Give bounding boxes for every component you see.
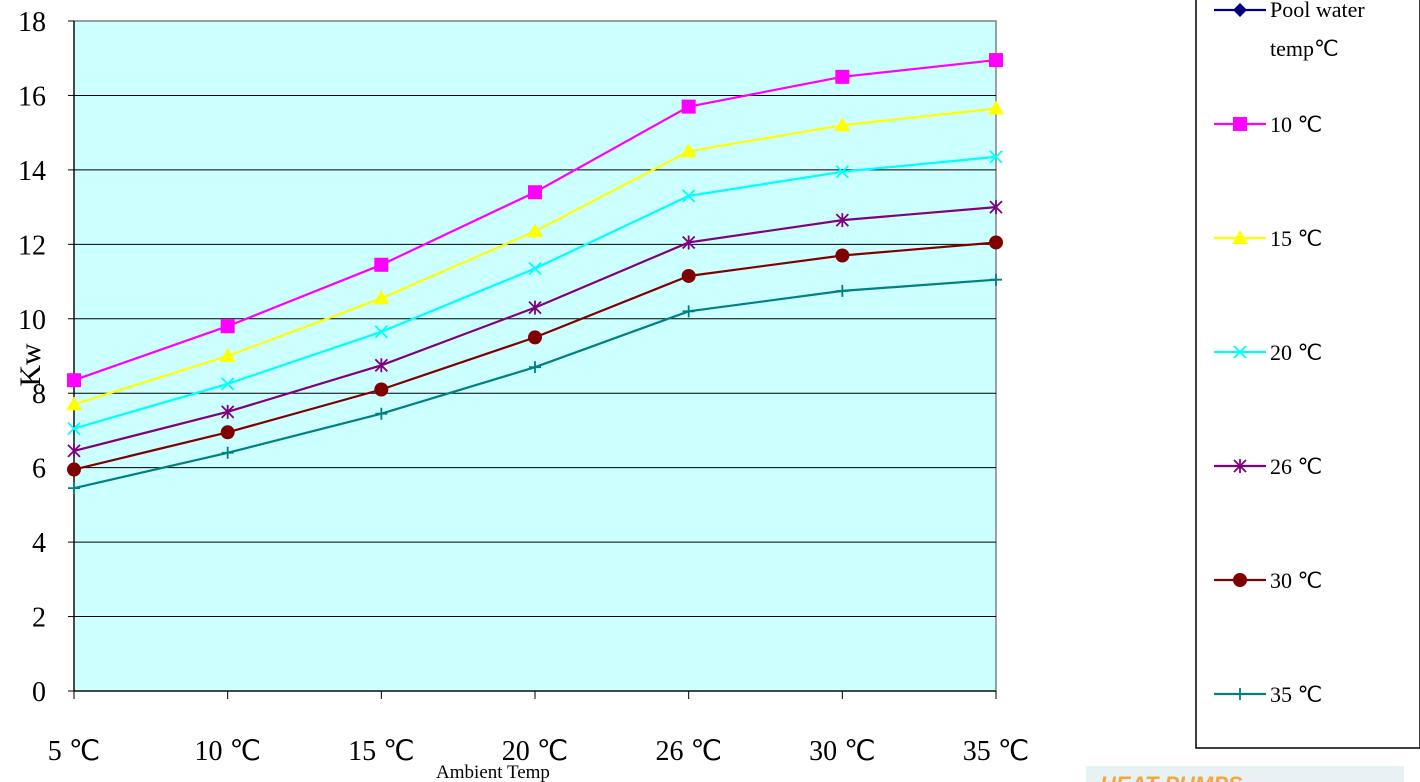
y-axis-label: Kw	[14, 343, 47, 387]
x-axis-ticks: 5 ℃ 10 ℃ 15 ℃ 20 ℃ 26 ℃ 30 ℃ 35 ℃	[48, 691, 1029, 767]
legend: Pool water temp℃ 10 ℃ 15 ℃ 20 ℃ 26 ℃ 30 ℃ 35 ℃	[1195, 0, 1420, 749]
x-tick-label: 15 ℃	[348, 736, 414, 767]
legend-item-3: 20 ℃	[1214, 340, 1322, 365]
y-tick-label: 16	[18, 81, 46, 112]
data-point	[375, 407, 388, 420]
legend-label-line-1: Pool water	[1270, 0, 1365, 22]
legend-label: 10 ℃	[1270, 112, 1322, 137]
y-axis-ticks: 0 2 4 6 8 10 12 14 16 18	[18, 7, 74, 708]
data-point	[67, 373, 81, 388]
legend-label: 20 ℃	[1270, 340, 1322, 365]
data-point	[66, 396, 82, 411]
legend-swatch-marker	[1233, 459, 1247, 473]
legend-label: 35 ℃	[1270, 682, 1322, 707]
data-point	[221, 446, 234, 459]
legend-label: 30 ℃	[1270, 568, 1322, 593]
data-point	[988, 100, 1004, 115]
legend-swatch-marker	[1232, 230, 1248, 244]
data-point	[682, 235, 696, 250]
data-point	[67, 462, 81, 477]
data-point	[835, 69, 850, 84]
data-point	[836, 284, 849, 297]
legend-item-2: 15 ℃	[1214, 226, 1322, 251]
legend-swatch-marker	[1234, 688, 1246, 700]
logo: HEAT PUMPS	[1086, 766, 1404, 782]
data-point	[835, 165, 849, 179]
data-point	[680, 143, 697, 158]
data-point	[68, 482, 80, 495]
data-point	[528, 261, 542, 276]
y-tick-label: 10	[18, 305, 46, 336]
legend-item-5: 30 ℃	[1214, 568, 1322, 593]
data-point	[220, 319, 235, 334]
data-point	[221, 377, 235, 391]
legend-swatch-marker	[1233, 573, 1247, 587]
legend-label: 26 ℃	[1270, 454, 1322, 479]
data-point	[220, 425, 235, 440]
x-tick-label: 10 ℃	[194, 736, 260, 767]
data-point	[528, 185, 542, 200]
legend-item-6: 35 ℃	[1214, 682, 1322, 707]
x-tick-label: 35 ℃	[963, 736, 1029, 767]
data-point	[835, 248, 850, 263]
data-point	[374, 257, 389, 272]
series-layer	[66, 53, 1004, 495]
x-tick-label: 5 ℃	[48, 736, 100, 767]
data-point	[67, 421, 81, 436]
series-4	[67, 200, 1003, 458]
y-tick-label: 8	[32, 379, 46, 410]
legend-label: 15 ℃	[1270, 226, 1322, 251]
series-2	[66, 100, 1004, 411]
data-point	[681, 99, 696, 114]
y-tick-label: 12	[18, 230, 46, 261]
data-point	[681, 268, 696, 283]
legend-swatch-marker	[1233, 117, 1247, 131]
logo-background	[1086, 766, 1404, 782]
y-tick-label: 2	[32, 603, 46, 634]
data-point	[529, 361, 541, 374]
data-point	[989, 235, 1003, 250]
legend-swatch-marker	[1233, 3, 1247, 17]
data-point	[989, 200, 1003, 215]
data-point	[682, 305, 695, 318]
data-point	[374, 325, 388, 339]
data-point	[219, 348, 236, 362]
data-point	[990, 273, 1002, 286]
data-point	[528, 300, 542, 315]
series-3	[67, 150, 1003, 436]
legend-item-1: 10 ℃	[1214, 112, 1322, 137]
data-point	[374, 382, 389, 397]
series-6	[68, 273, 1002, 495]
data-point	[527, 223, 543, 238]
y-tick-label: 4	[32, 528, 46, 559]
data-point	[221, 404, 235, 419]
y-tick-label: 6	[32, 454, 46, 485]
gridlines	[74, 94, 996, 618]
series-5	[67, 235, 1003, 477]
legend-item-0: Pool water temp℃	[1214, 0, 1365, 61]
legend-item-4: 26 ℃	[1214, 454, 1322, 479]
x-tick-label: 20 ℃	[502, 736, 568, 767]
y-tick-label: 18	[18, 7, 46, 38]
data-point	[374, 358, 388, 373]
legend-label-line-2: temp℃	[1270, 36, 1339, 61]
series-1	[67, 53, 1003, 388]
logo-text: HEAT PUMPS	[1100, 772, 1243, 782]
data-point	[989, 150, 1003, 164]
y-tick-label: 0	[32, 677, 46, 708]
legend-swatch-marker	[1233, 345, 1247, 359]
plot-area	[73, 20, 997, 692]
y-tick-label: 14	[18, 156, 46, 187]
data-point	[67, 443, 81, 458]
data-point	[682, 189, 696, 203]
data-point	[373, 290, 390, 305]
x-tick-label: 26 ℃	[655, 736, 721, 767]
data-point	[528, 330, 542, 345]
x-tick-label: 30 ℃	[809, 736, 875, 767]
data-point	[834, 117, 851, 132]
x-axis-label: Ambient Temp	[436, 762, 550, 782]
data-point	[835, 213, 849, 228]
data-point	[989, 53, 1003, 68]
